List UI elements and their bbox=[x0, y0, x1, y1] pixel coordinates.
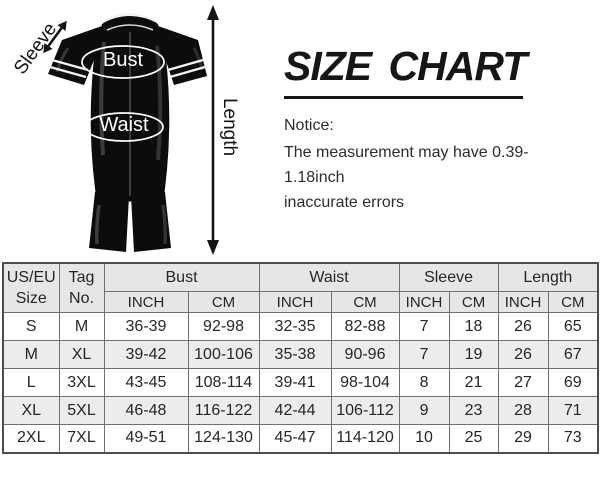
table-cell: 69 bbox=[547, 368, 599, 397]
length-arrow-icon bbox=[207, 5, 219, 255]
table-cell: 18 bbox=[448, 312, 499, 341]
table-cell: 23 bbox=[448, 396, 499, 425]
unit-header-length-cm: CM bbox=[547, 291, 599, 313]
table-cell: 36-39 bbox=[103, 312, 189, 341]
col-group-bust: Bust bbox=[103, 262, 260, 292]
table-cell: XL bbox=[58, 340, 105, 369]
waist-ellipse-icon bbox=[84, 112, 164, 142]
table-cell: 28 bbox=[497, 396, 549, 425]
table-row: XL 5XL 46-48 116-122 42-44 106-112 9 23 … bbox=[2, 396, 599, 425]
table-cell: 21 bbox=[448, 368, 499, 397]
table-cell: 108-114 bbox=[187, 368, 260, 397]
table-cell: 26 bbox=[497, 312, 549, 341]
table-cell: 35-38 bbox=[258, 340, 332, 369]
table-cell: 45-47 bbox=[258, 424, 332, 453]
table-header-unit-row: INCH CM INCH CM INCH CM INCH CM bbox=[3, 291, 599, 313]
bust-ellipse-icon bbox=[81, 45, 165, 79]
notice-heading: Notice: bbox=[284, 117, 334, 134]
unit-header-length-inch: INCH bbox=[497, 291, 549, 313]
table-cell: 100-106 bbox=[187, 340, 260, 369]
table-cell: 32-35 bbox=[258, 312, 332, 341]
table-row: L 3XL 43-45 108-114 39-41 98-104 8 21 27… bbox=[2, 368, 599, 397]
table-cell: M bbox=[58, 312, 105, 341]
table-cell: 98-104 bbox=[330, 368, 400, 397]
table-row: S M 36-39 92-98 32-35 82-88 7 18 26 65 bbox=[2, 312, 599, 341]
table-cell: 43-45 bbox=[103, 368, 189, 397]
unit-header-bust-inch: INCH bbox=[103, 291, 189, 313]
table-cell: 19 bbox=[448, 340, 499, 369]
table-cell: 67 bbox=[547, 340, 599, 369]
title-block: SIZE CHART Notice: The measurement may h… bbox=[284, 44, 584, 215]
table-cell: 3XL bbox=[58, 368, 105, 397]
bodysuit-shape bbox=[48, 13, 207, 252]
table-cell: 124-130 bbox=[187, 424, 260, 453]
table-cell: 90-96 bbox=[330, 340, 400, 369]
table-header-group-row: US/EU Size Tag No. Bust Waist Sleeve Len… bbox=[2, 262, 599, 313]
table-cell: 39-42 bbox=[103, 340, 189, 369]
col-group-waist: Waist bbox=[258, 262, 400, 292]
table-cell: 7XL bbox=[58, 424, 105, 453]
table-cell: 26 bbox=[497, 340, 549, 369]
table-cell: 106-112 bbox=[330, 396, 400, 425]
table-cell: 29 bbox=[497, 424, 549, 453]
col-group-sleeve: Sleeve bbox=[398, 262, 499, 292]
table-cell: 71 bbox=[547, 396, 599, 425]
sleeve-arrow-icon bbox=[43, 20, 67, 54]
col-group-length: Length bbox=[497, 262, 599, 292]
bodysuit-illustration bbox=[43, 5, 219, 255]
title-underline bbox=[284, 96, 523, 99]
table-cell: 49-51 bbox=[103, 424, 189, 453]
table-cell: 39-41 bbox=[258, 368, 332, 397]
table-cell: S bbox=[2, 312, 60, 341]
table-cell: 8 bbox=[398, 368, 450, 397]
table-cell: 82-88 bbox=[330, 312, 400, 341]
table-cell: 5XL bbox=[58, 396, 105, 425]
col-header-tag-no: Tag No. bbox=[58, 262, 105, 313]
table-cell: 42-44 bbox=[258, 396, 332, 425]
table-cell: M bbox=[2, 340, 60, 369]
length-measure-label: Length bbox=[219, 97, 240, 157]
table-row: M XL 39-42 100-106 35-38 90-96 7 19 26 6… bbox=[2, 340, 599, 369]
table-cell: 27 bbox=[497, 368, 549, 397]
unit-header-waist-inch: INCH bbox=[258, 291, 332, 313]
bust-measure-label: Bust bbox=[102, 49, 144, 71]
unit-header-sleeve-cm: CM bbox=[448, 291, 499, 313]
table-cell: 10 bbox=[398, 424, 450, 453]
table-cell: 114-120 bbox=[330, 424, 400, 453]
table-cell: 9 bbox=[398, 396, 450, 425]
unit-header-waist-cm: CM bbox=[330, 291, 400, 313]
table-row: 2XL 7XL 49-51 124-130 45-47 114-120 10 2… bbox=[2, 424, 599, 453]
table-cell: XL bbox=[2, 396, 60, 425]
table-cell: 25 bbox=[448, 424, 499, 453]
table-cell: 65 bbox=[547, 312, 599, 341]
page-title: SIZE CHART bbox=[284, 43, 527, 89]
notice-text: The measurement may have 0.39-1.18inch i… bbox=[284, 144, 529, 211]
table-cell: 116-122 bbox=[187, 396, 260, 425]
table-cell: 46-48 bbox=[103, 396, 189, 425]
product-figure: Sleeve Bust Waist Length bbox=[0, 0, 262, 258]
table-cell: L bbox=[2, 368, 60, 397]
unit-header-bust-cm: CM bbox=[187, 291, 260, 313]
table-cell: 7 bbox=[398, 312, 450, 341]
table-cell: 7 bbox=[398, 340, 450, 369]
table-cell: 2XL bbox=[2, 424, 60, 453]
waist-measure-label: Waist bbox=[99, 114, 149, 136]
table-cell: 73 bbox=[547, 424, 599, 453]
col-header-us-eu-size: US/EU Size bbox=[2, 262, 60, 313]
unit-header-sleeve-inch: INCH bbox=[398, 291, 450, 313]
size-table: US/EU Size Tag No. Bust Waist Sleeve Len… bbox=[2, 262, 600, 454]
table-cell: 92-98 bbox=[187, 312, 260, 341]
